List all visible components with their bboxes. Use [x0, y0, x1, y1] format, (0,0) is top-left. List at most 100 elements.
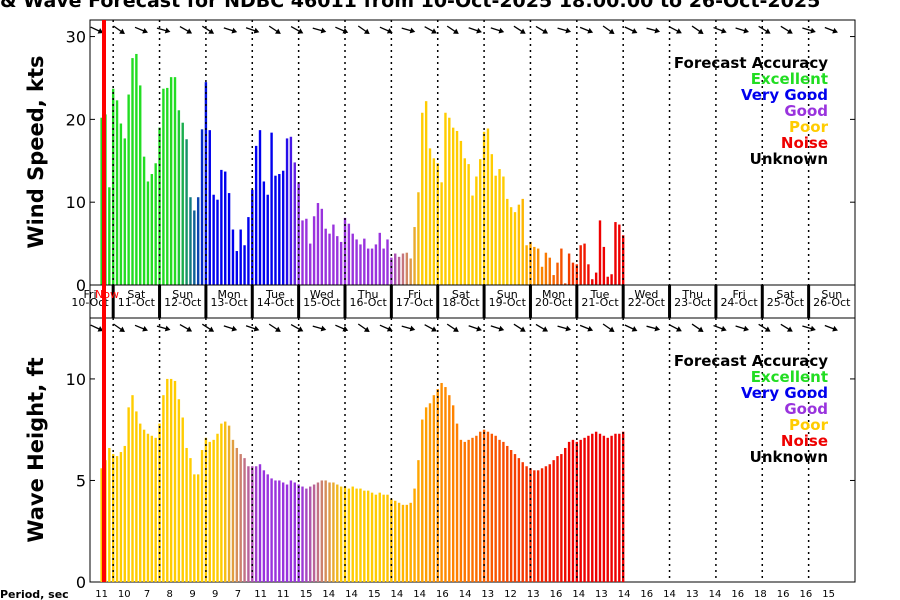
- day-date-label: 24-Oct: [720, 296, 758, 309]
- wind-bar: [567, 253, 571, 285]
- wave-arrow: [824, 324, 838, 332]
- wave-arrow: [446, 323, 459, 332]
- legend-noise-2: Noise: [781, 432, 828, 450]
- period-value: 15: [822, 589, 835, 600]
- day-date-label: 21-Oct: [581, 296, 619, 309]
- wave-arrow: [735, 325, 750, 332]
- wave-bar: [281, 482, 285, 582]
- wave-arrow: [579, 324, 594, 332]
- wind-arrow: [624, 26, 638, 34]
- wind-bar: [312, 216, 316, 285]
- wave-arrow: [201, 323, 215, 332]
- wave-bar: [312, 484, 316, 582]
- wind-bar: [618, 224, 621, 285]
- wave-bar: [513, 454, 517, 582]
- wave-arrow: [335, 324, 349, 332]
- legend-unknown-2: Unknown: [750, 448, 828, 466]
- wind-bar: [614, 222, 617, 285]
- wind-bar: [490, 154, 494, 285]
- wave-bar: [556, 456, 559, 582]
- legend-excellent: Excellent: [751, 70, 828, 88]
- day-date-label: 19-Oct: [489, 296, 527, 309]
- wind-arrow: [312, 27, 327, 34]
- legend-very-good-2: Very Good: [741, 384, 828, 402]
- wave-bar: [618, 433, 621, 582]
- period-value: 14: [663, 589, 676, 600]
- wind-bar: [506, 198, 509, 286]
- period-value: 9: [189, 589, 195, 600]
- period-value: 11: [277, 589, 290, 600]
- wave-bar: [181, 417, 184, 582]
- wave-arrow: [357, 323, 370, 333]
- wave-bar: [347, 488, 351, 582]
- day-date-label: 15-Oct: [303, 296, 341, 309]
- wind-bar: [146, 181, 150, 285]
- wave-bar: [169, 378, 173, 582]
- wave-bar: [544, 466, 548, 582]
- wind-bar: [135, 53, 138, 286]
- day-name-label: Sat: [452, 288, 471, 301]
- wind-bar: [305, 218, 308, 285]
- wind-bar: [421, 112, 424, 285]
- period-value: 13: [481, 589, 494, 600]
- wind-bar: [270, 132, 273, 286]
- period-value: 14: [572, 589, 585, 600]
- wind-bar: [606, 276, 609, 285]
- legend-unknown: Unknown: [750, 150, 828, 168]
- now-label: Now: [95, 288, 119, 301]
- period-value: 13: [595, 589, 608, 600]
- wind-arrow: [268, 25, 281, 34]
- wind-bar: [115, 100, 119, 285]
- wave-bar: [177, 399, 181, 582]
- wave-bar: [328, 482, 331, 582]
- wave-arrow: [624, 324, 638, 332]
- day-name-label: Thu: [681, 288, 703, 301]
- wind-arrow: [735, 27, 750, 34]
- wave-bar: [459, 439, 463, 582]
- wind-bar: [548, 257, 551, 285]
- wave-bar: [208, 441, 211, 582]
- wind-bar: [560, 248, 563, 285]
- day-name-label: Sat: [776, 288, 795, 301]
- wave-bar: [150, 435, 154, 582]
- wind-bar: [579, 245, 582, 285]
- period-value: 13: [686, 589, 699, 600]
- wind-bars: [100, 53, 625, 286]
- wind-bar: [525, 245, 528, 285]
- wind-bar: [111, 88, 115, 285]
- wind-bar: [274, 175, 277, 285]
- wind-bar: [556, 262, 559, 285]
- wave-arrow: [646, 325, 661, 332]
- wave-bar: [258, 464, 262, 582]
- day-date-label: 16-Oct: [350, 296, 388, 309]
- wind-bar: [540, 266, 544, 285]
- wind-bar: [266, 194, 269, 285]
- wave-bar: [278, 480, 281, 582]
- period-value: 14: [345, 589, 358, 600]
- wind-bar: [212, 194, 215, 285]
- wind-arrow: [824, 26, 838, 34]
- wave-bar: [162, 395, 165, 582]
- wind-arrow: [602, 25, 615, 35]
- wind-bar: [127, 94, 130, 285]
- wave-bar: [224, 421, 227, 582]
- day-date-label: 12-Oct: [164, 296, 202, 309]
- wind-arrow: [579, 26, 594, 34]
- wave-bar: [142, 429, 146, 582]
- wave-arrow: [312, 325, 327, 332]
- wave-arrow: [134, 324, 148, 332]
- wave-bar: [359, 488, 362, 582]
- wave-bar: [421, 419, 424, 582]
- wind-arrow: [156, 27, 171, 34]
- wind-bar: [285, 138, 289, 285]
- wave-arrow: [290, 324, 304, 332]
- wind-bar: [583, 243, 586, 285]
- wind-bar: [486, 128, 490, 285]
- period-value: 18: [754, 589, 767, 600]
- wind-bar: [594, 272, 598, 285]
- wind-bar: [363, 238, 366, 286]
- wave-bar: [428, 403, 432, 582]
- wind-bar: [224, 171, 227, 285]
- wave-bar: [463, 441, 466, 582]
- wave-bar: [370, 492, 374, 582]
